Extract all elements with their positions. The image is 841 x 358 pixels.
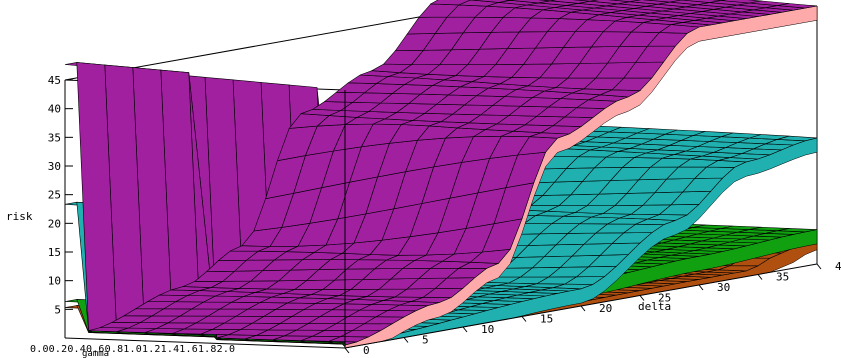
z-tick-label: 15 — [48, 246, 61, 259]
z-tick-label: 20 — [48, 217, 61, 230]
z-tick-label: 45 — [48, 74, 61, 87]
y-tick-label: 0 — [363, 344, 370, 357]
surface-patch — [721, 0, 762, 4]
z-tick-label: 30 — [48, 160, 61, 173]
surface-patch — [642, 0, 682, 3]
y-tick-mark — [580, 305, 586, 312]
surface-patch — [429, 0, 471, 6]
z-tick-label: 40 — [48, 103, 61, 116]
z-axis-label: risk — [6, 210, 33, 223]
surface-patch — [681, 0, 722, 3]
y-tick-label: 5 — [422, 334, 429, 347]
z-tick-label: 5 — [54, 303, 61, 316]
y-tick-mark — [521, 316, 527, 322]
surface-patch — [470, 0, 511, 3]
box-front-edge-1 — [64, 337, 346, 349]
surface-layers — [64, 0, 818, 349]
surface-patch — [550, 0, 591, 4]
surface-series-0 — [64, 0, 818, 349]
y-tick-label: 10 — [481, 323, 494, 336]
z-axis: 5 10 15 20 25 30 35 40 45 — [48, 74, 73, 316]
y-tick-label: 25 — [658, 292, 671, 305]
y-tick-label: 30 — [717, 281, 730, 294]
y-tick-mark — [698, 284, 704, 291]
surface-patch — [608, 0, 642, 3]
y-tick-mark — [757, 274, 763, 280]
y-tick-mark — [639, 295, 645, 301]
x-axis-tick-strip: 0.00.20.40.60.81.01.21.41.61.82.0 — [30, 344, 235, 355]
z-tick-label: 10 — [48, 275, 61, 288]
y-tick-mark — [403, 337, 409, 343]
y-tick-label: 20 — [599, 302, 612, 315]
surface-patch — [669, 0, 710, 6]
z-tick-label: 35 — [48, 131, 61, 144]
surface-patch — [573, 0, 599, 2]
y-axis-label: delta — [638, 300, 671, 313]
y-tick-mark — [344, 347, 350, 354]
z-tick-label: 25 — [48, 189, 61, 202]
y-tick-mark — [816, 263, 822, 270]
y-tick-label: 35 — [776, 271, 789, 284]
surface-patch — [712, 0, 726, 1]
y-tick-label: 15 — [540, 313, 553, 326]
y-tick-mark — [462, 326, 468, 333]
surface-patch — [629, 0, 670, 5]
surface-patch — [510, 0, 551, 4]
y-tick-label: 40 — [835, 260, 841, 273]
surface-patch — [538, 0, 557, 2]
y-axis: 0 5 10 15 20 25 30 35 40 — [344, 260, 841, 357]
x-axis-label: gamma — [82, 349, 109, 358]
